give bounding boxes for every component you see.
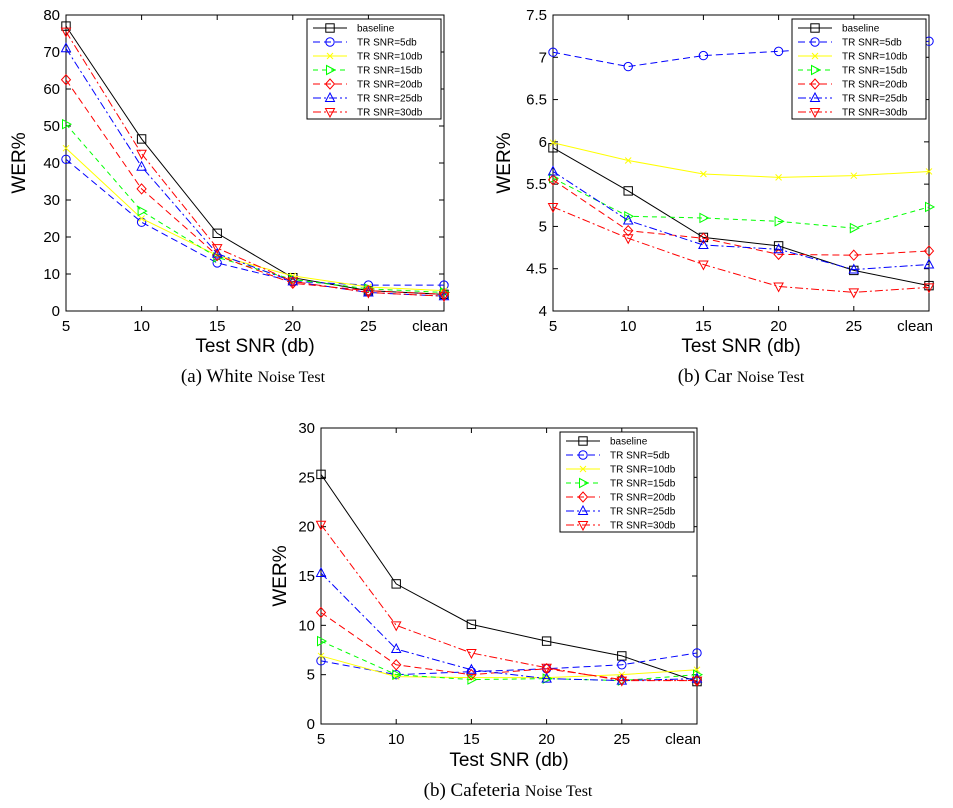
legend-label: TR SNR=15db [357,66,423,77]
caption-suffix: Noise Test [258,369,326,386]
y-tick-label: 80 [43,7,60,24]
legend-label: baseline [357,24,395,35]
legend: baseline TR SNR=5db TR SNR=10db TR SNR=15db… [560,432,694,532]
x-tick-label: 20 [284,318,301,335]
y-axis-label: WER% [9,132,30,193]
legend: baseline TR SNR=5db TR SNR=10db TR SNR=15db… [307,19,441,119]
y-tick-label: 0 [52,303,60,320]
y-tick-label: 5 [539,218,547,235]
legend-label: TR SNR=30db [357,108,423,119]
x-tick-label: clean [897,318,933,335]
y-tick-label: 25 [298,469,315,486]
legend-label: TR SNR=5db [610,451,670,462]
x-tick-label: 15 [463,731,480,748]
y-tick-label: 70 [43,44,60,61]
x-tick-label: clean [665,731,701,748]
legend-label: TR SNR=15db [610,479,676,490]
y-tick-label: 7 [539,49,547,66]
caption-label: (b) [424,780,446,801]
legend-label: TR SNR=10db [357,52,423,63]
legend-label: TR SNR=20db [357,80,423,91]
x-axis-label: Test SNR (db) [681,336,800,357]
x-tick-label: 5 [317,731,325,748]
y-axis-label: WER% [270,545,291,606]
legend-label: TR SNR=30db [610,521,676,532]
legend-label: baseline [610,437,648,448]
y-tick-label: 30 [43,192,60,209]
x-axis-label: Test SNR (db) [195,336,314,357]
chart-panel-3: 0510152025305 10 15 20 25 cleanTest SNR (db)W… [270,420,702,801]
chart-panel-2: 4 4.5 5 5.5 6 6.5 7 7.5 5 10 15 20 25 clean Test SNR (… [494,7,934,387]
y-tick-label: 30 [298,420,315,437]
y-tick-label: 5 [307,667,315,684]
x-tick-label: 5 [549,318,557,335]
y-tick-label: 20 [43,229,60,246]
x-tick-label: 10 [388,731,405,748]
x-axis-label: Test SNR (db) [449,750,568,771]
legend-label: TR SNR=20db [610,493,676,504]
x-tick-label: 25 [613,731,630,748]
y-tick-label: 10 [298,617,315,634]
legend-label: TR SNR=5db [842,38,902,49]
y-tick-label: 10 [43,266,60,283]
legend-label: TR SNR=10db [610,465,676,476]
y-tick-label: 6.5 [526,92,547,109]
caption-noise-name: Car [705,366,733,387]
x-tick-label: 10 [620,318,637,335]
caption-noise-name: White [206,366,252,387]
y-tick-label: 15 [298,568,315,585]
x-tick-label: clean [412,318,448,335]
x-tick-label: 10 [133,318,150,335]
y-tick-label: 0 [307,716,315,733]
x-tick-label: 5 [62,318,70,335]
figure-caption: (b) Car Noise Test [678,366,805,387]
y-tick-label: 6 [539,134,547,151]
x-tick-label: 25 [845,318,862,335]
y-tick-label: 4 [539,303,547,320]
legend-label: baseline [842,24,880,35]
x-tick-label: 20 [770,318,787,335]
y-tick-label: 20 [298,519,315,536]
figure-caption: (a) White Noise Test [181,366,326,387]
y-tick-label: 40 [43,155,60,172]
y-tick-label: 7.5 [526,7,547,24]
caption-label: (a) [181,366,202,387]
y-tick-label: 5.5 [526,176,547,193]
legend-label: TR SNR=15db [842,66,908,77]
figure-caption: (b) Cafeteria Noise Test [424,780,593,801]
caption-suffix: Noise Test [737,369,805,386]
legend-label: TR SNR=10db [842,52,908,63]
legend-label: TR SNR=20db [842,80,908,91]
x-tick-label: 20 [538,731,555,748]
x-tick-label: 25 [360,318,377,335]
chart-panel-1: 0 10 20 30 40 50 60 70 80 5 10 15 20 25 clean Test SNR … [9,7,449,387]
caption-label: (b) [678,366,700,387]
y-axis-label: WER% [494,132,515,193]
x-tick-label: 15 [209,318,226,335]
legend-label: TR SNR=5db [357,38,417,49]
legend: baseline TR SNR=5db TR SNR=10db TR SNR=15db… [792,19,926,119]
legend-label: TR SNR=25db [357,94,423,105]
y-tick-label: 4.5 [526,261,547,278]
y-tick-label: 60 [43,81,60,98]
y-tick-label: 50 [43,118,60,135]
caption-suffix: Noise Test [525,783,593,800]
caption-noise-name: Cafeteria [451,780,521,801]
x-tick-label: 15 [695,318,712,335]
legend-label: TR SNR=25db [610,507,676,518]
legend-label: TR SNR=25db [842,94,908,105]
legend-label: TR SNR=30db [842,108,908,119]
